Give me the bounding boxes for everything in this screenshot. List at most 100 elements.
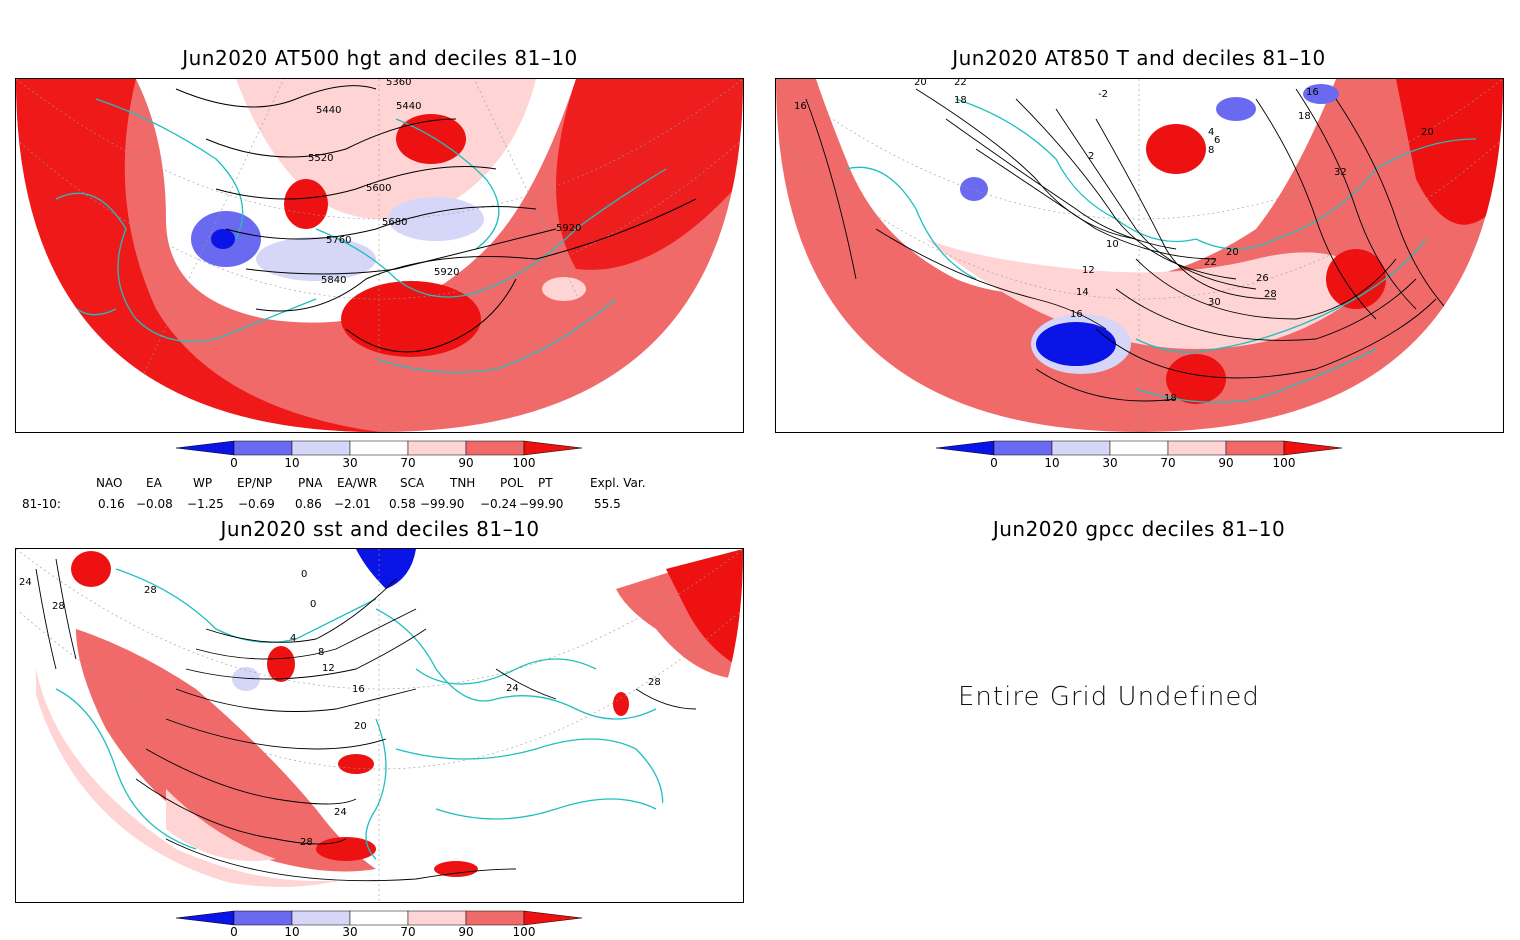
colorbar-tick: 0 <box>230 456 238 470</box>
colorbar-swatch <box>523 440 583 456</box>
contour-label: 24 <box>506 683 519 694</box>
contour-label: 5600 <box>366 183 391 194</box>
contours-t850 <box>805 88 1457 402</box>
colorbar-swatch <box>349 910 409 926</box>
contour-label: 6 <box>1214 135 1220 146</box>
field-t850-deep-red-cell2 <box>1166 354 1226 404</box>
teleconn-value: −99.90 <box>519 497 564 511</box>
colorbar-swatch <box>1167 440 1227 456</box>
field-t850-deep-red-cell3 <box>1326 249 1386 309</box>
colorbar-tick: 10 <box>284 456 300 470</box>
teleconn-value: −1.25 <box>187 497 224 511</box>
colorbar-swatch <box>407 440 467 456</box>
teleconn-header-pna: PNA <box>298 476 323 490</box>
graticule-sst <box>16 549 743 902</box>
field-t850-blue2 <box>1216 97 1256 121</box>
contour-label: 20 <box>914 79 927 88</box>
colorbar-tick: 70 <box>400 925 416 939</box>
teleconn-value: −2.01 <box>334 497 371 511</box>
colorbar-swatch <box>233 440 293 456</box>
contour-label: 16 <box>352 684 365 695</box>
contour-label: 20 <box>1226 247 1239 258</box>
teleconn-value: 55.5 <box>594 497 621 511</box>
colorbar-tick: 30 <box>1102 456 1118 470</box>
teleconn-header-sca: SCA <box>400 476 425 490</box>
contour-label: 5520 <box>308 153 333 164</box>
contour-label: 28 <box>1264 289 1277 300</box>
map-panel-t850: 20 22 18 16 -2 2 4 6 8 10 12 14 16 18 20… <box>775 78 1504 433</box>
field-t850-deep-blue <box>1036 322 1116 366</box>
contour-label: -2 <box>1098 89 1108 100</box>
teleconn-header-ea: EA <box>146 476 162 490</box>
colorbar-swatch <box>349 440 409 456</box>
field-t850-blue <box>960 177 988 201</box>
colorbar-swatch <box>935 440 995 456</box>
colorbar-tick: 100 <box>1272 456 1296 470</box>
colorbar-hgt: 0 10 30 70 90 100 <box>175 440 586 474</box>
contour-labels-t850: 20 22 18 16 -2 2 4 6 8 10 12 14 16 18 20… <box>794 79 1434 404</box>
contour-label: 20 <box>354 721 367 732</box>
field-hgt-pink-cell <box>542 277 586 301</box>
colorbar-swatches <box>175 440 583 456</box>
colorbar-swatch <box>233 910 293 926</box>
contour-label: 28 <box>648 677 661 688</box>
teleconn-value: −0.69 <box>238 497 275 511</box>
colorbar-tick: 90 <box>458 456 474 470</box>
colorbar-swatch <box>465 440 525 456</box>
field-sst-deep-red-cell4 <box>434 861 478 877</box>
teleconn-value: −99.90 <box>420 497 465 511</box>
contours-sst <box>35 558 697 882</box>
contour-label: 5360 <box>386 79 411 88</box>
colorbar-tick: 70 <box>400 456 416 470</box>
contour-label: 5440 <box>316 105 341 116</box>
contour-label: 12 <box>322 663 335 674</box>
colorbar-tick: 30 <box>342 925 358 939</box>
colorbar-swatch <box>407 910 467 926</box>
field-hgt-deep-red-cell2 <box>396 114 466 164</box>
field-sst-pink-cell <box>166 789 276 861</box>
contour-label: 18 <box>1164 393 1177 404</box>
contour-label: 16 <box>1070 309 1083 320</box>
colorbar-tick: 100 <box>512 456 536 470</box>
contour-label: 20 <box>1421 127 1434 138</box>
contour-label: 10 <box>1106 239 1119 250</box>
colorbar-tick: 100 <box>512 925 536 939</box>
panel-title-hgt: Jun2020 AT500 hgt and deciles 81–10 <box>182 46 578 70</box>
colorbar-swatch <box>1225 440 1285 456</box>
contour-label: 32 <box>1334 167 1347 178</box>
teleconn-value: −0.24 <box>480 497 517 511</box>
gpcc-undefined-message: Entire Grid Undefined <box>958 682 1260 712</box>
colorbar-swatch <box>1051 440 1111 456</box>
contour-label: 4 <box>290 633 296 644</box>
coastlines-hgt <box>55 98 667 373</box>
teleconn-value: 0.58 <box>389 497 416 511</box>
colorbar-swatch <box>1109 440 1169 456</box>
contour-label: 24 <box>19 577 32 588</box>
contour-label: 0 <box>310 599 316 610</box>
field-sst-deep-red-cell3 <box>267 646 295 682</box>
field-hgt-lightblue-cell <box>256 237 376 281</box>
colorbar-tick: 70 <box>1160 456 1176 470</box>
field-sst-lightblue-cell <box>232 667 260 691</box>
contour-label: 4 <box>1208 127 1214 138</box>
contour-label: 5840 <box>321 275 346 286</box>
colorbar-tick: 90 <box>1218 456 1234 470</box>
contour-label: 5920 <box>556 223 581 234</box>
contour-label: 18 <box>1298 111 1311 122</box>
teleconn-header-explvar: Expl. Var. <box>590 476 646 490</box>
colorbar-tick: 0 <box>990 456 998 470</box>
colorbar-sst: 0 10 30 70 90 100 <box>175 910 586 940</box>
contours-hgt <box>175 85 697 353</box>
field-hgt-deep-blue-cell <box>211 229 235 249</box>
contour-label: 16 <box>794 101 807 112</box>
field-t850-neutral <box>816 79 1336 294</box>
contour-label: 0 <box>301 569 307 580</box>
colorbar-swatch <box>291 910 351 926</box>
teleconn-value: −0.08 <box>136 497 173 511</box>
contour-labels-hgt: 5440 5440 5520 5600 5680 5760 5840 5920 … <box>308 79 581 286</box>
colorbar-swatch <box>175 910 235 926</box>
panel-title-t850: Jun2020 AT850 T and deciles 81–10 <box>952 46 1326 70</box>
contour-label: 5920 <box>434 267 459 278</box>
contour-label: 22 <box>954 79 967 88</box>
contour-label: 8 <box>318 647 324 658</box>
